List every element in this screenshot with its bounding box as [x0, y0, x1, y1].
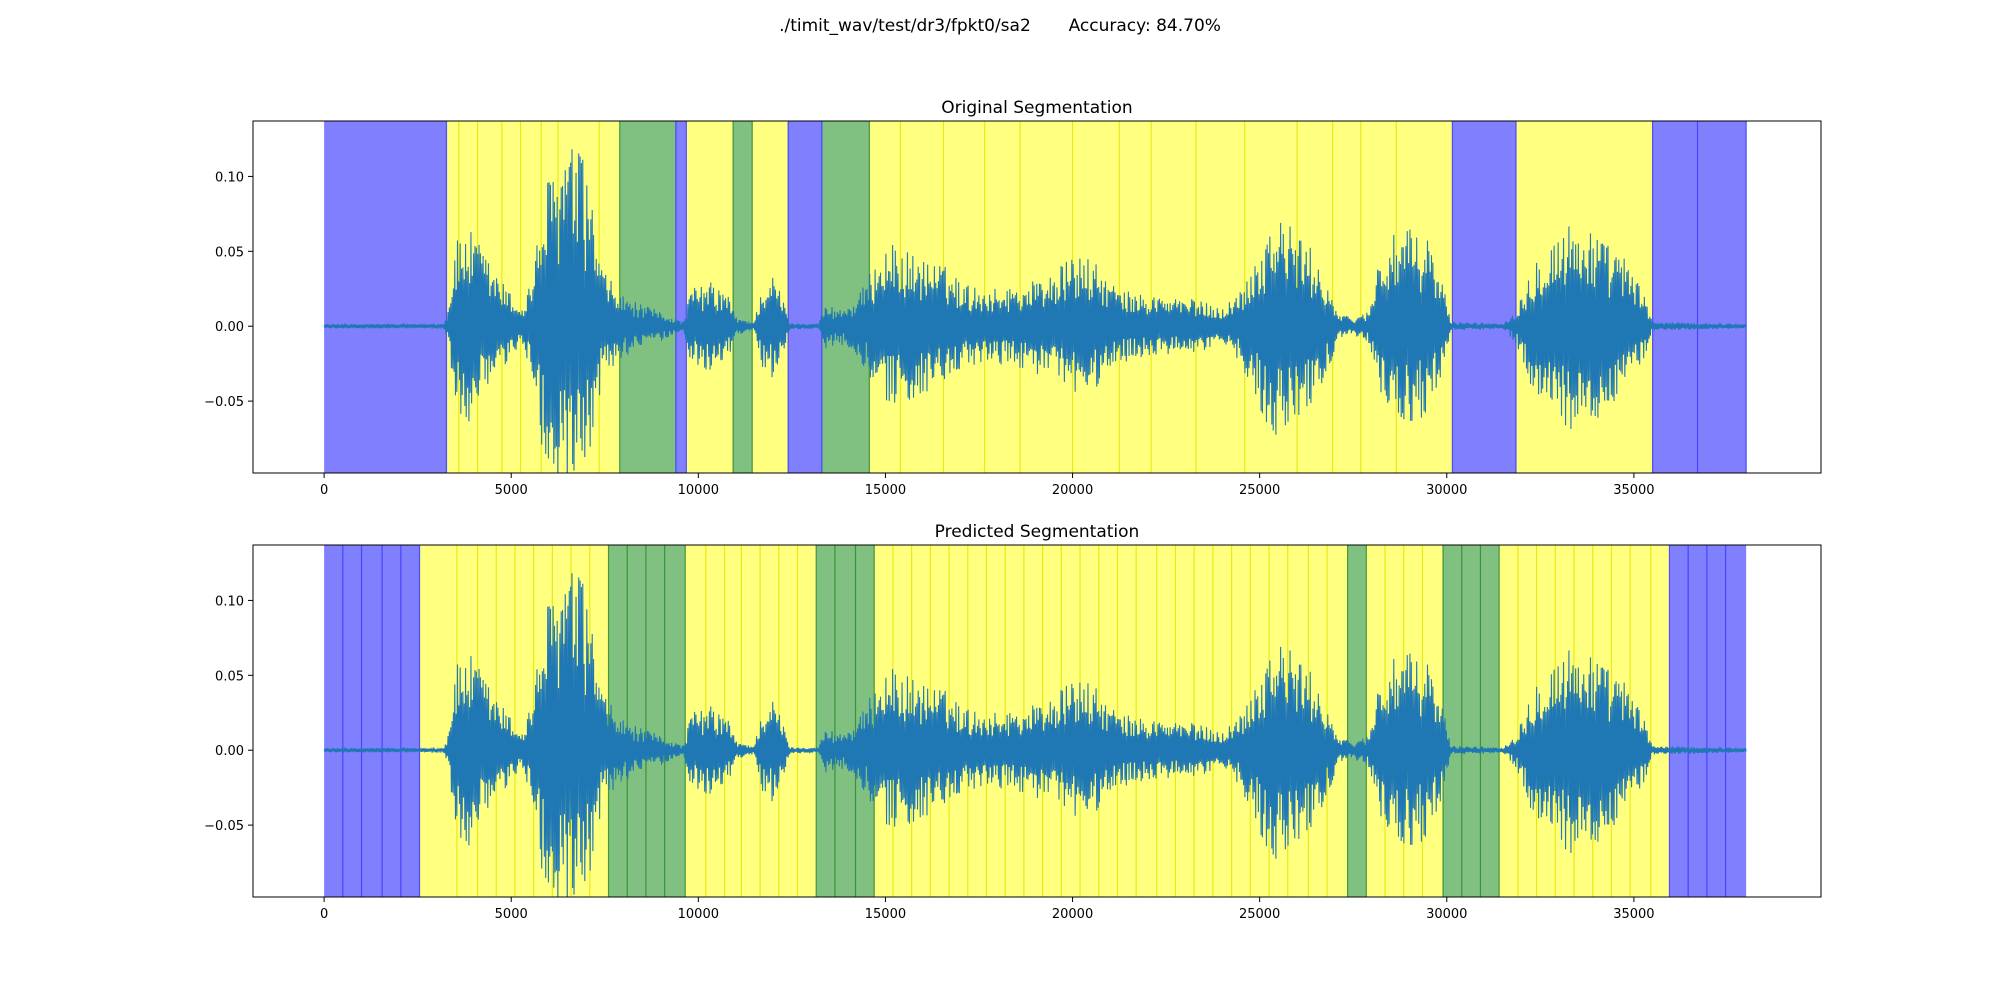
- x-tick-label: 20000: [1052, 907, 1093, 922]
- segment-silence: [675, 121, 687, 473]
- x-tick-label: 5000: [495, 483, 528, 498]
- y-tick-label: 0.10: [215, 594, 244, 609]
- x-tick-label: 35000: [1613, 907, 1654, 922]
- waveform-line: [323, 149, 1747, 473]
- x-tick-label: 30000: [1426, 907, 1467, 922]
- plot-area: [323, 545, 1747, 897]
- y-tick-label: 0.05: [215, 245, 244, 260]
- segment-voiced: [685, 545, 817, 897]
- x-tick-label: 30000: [1426, 483, 1467, 498]
- axes-title: Predicted Segmentation: [935, 522, 1140, 542]
- predicted-segmentation-plot: Predicted Segmentation 0 5000 10000 15000 200…: [204, 522, 1822, 922]
- y-tick-label: −0.05: [204, 395, 244, 410]
- x-tick-label: 10000: [678, 483, 719, 498]
- segment-voiced: [869, 121, 1453, 473]
- y-tick-label: 0.10: [215, 170, 244, 185]
- x-tick-label: 25000: [1239, 483, 1280, 498]
- x-tick-label: 0: [320, 483, 328, 498]
- axes-title: Original Segmentation: [941, 98, 1132, 118]
- segment-unvoiced: [619, 121, 676, 473]
- plot-area: [323, 121, 1747, 473]
- segment-silence: [324, 545, 420, 897]
- x-tick-label: 10000: [678, 907, 719, 922]
- segment-silence: [1652, 121, 1747, 473]
- segment-unvoiced: [608, 545, 686, 897]
- segment-unvoiced: [821, 121, 870, 473]
- y-tick-label: 0.05: [215, 669, 244, 684]
- segment-unvoiced: [733, 121, 753, 473]
- segment-unvoiced: [816, 545, 875, 897]
- x-tick-label: 15000: [865, 907, 906, 922]
- x-tick-label: 20000: [1052, 483, 1093, 498]
- axes-frame: [252, 544, 1822, 898]
- segment-unvoiced: [1443, 545, 1500, 897]
- x-tick-label: 15000: [865, 483, 906, 498]
- segment-silence: [788, 121, 822, 473]
- figure-title: ./timit_wav/test/dr3/fpkt0/sa2 Accuracy:…: [779, 16, 1221, 36]
- original-segmentation-plot: Original Segmentation 0 5000 10000 15000 2000…: [204, 98, 1822, 498]
- segment-unvoiced: [1347, 545, 1367, 897]
- segment-silence: [324, 121, 447, 473]
- x-tick-label: 0: [320, 907, 328, 922]
- y-tick-label: 0.00: [215, 744, 244, 759]
- waveform-line: [323, 573, 1747, 897]
- axes-frame: [252, 120, 1822, 474]
- x-tick-label: 35000: [1613, 483, 1654, 498]
- segment-silence: [1452, 121, 1517, 473]
- y-tick-label: 0.00: [215, 320, 244, 335]
- y-tick-label: −0.05: [204, 819, 244, 834]
- segment-silence: [1669, 545, 1747, 897]
- x-tick-label: 25000: [1239, 907, 1280, 922]
- x-tick-label: 5000: [495, 907, 528, 922]
